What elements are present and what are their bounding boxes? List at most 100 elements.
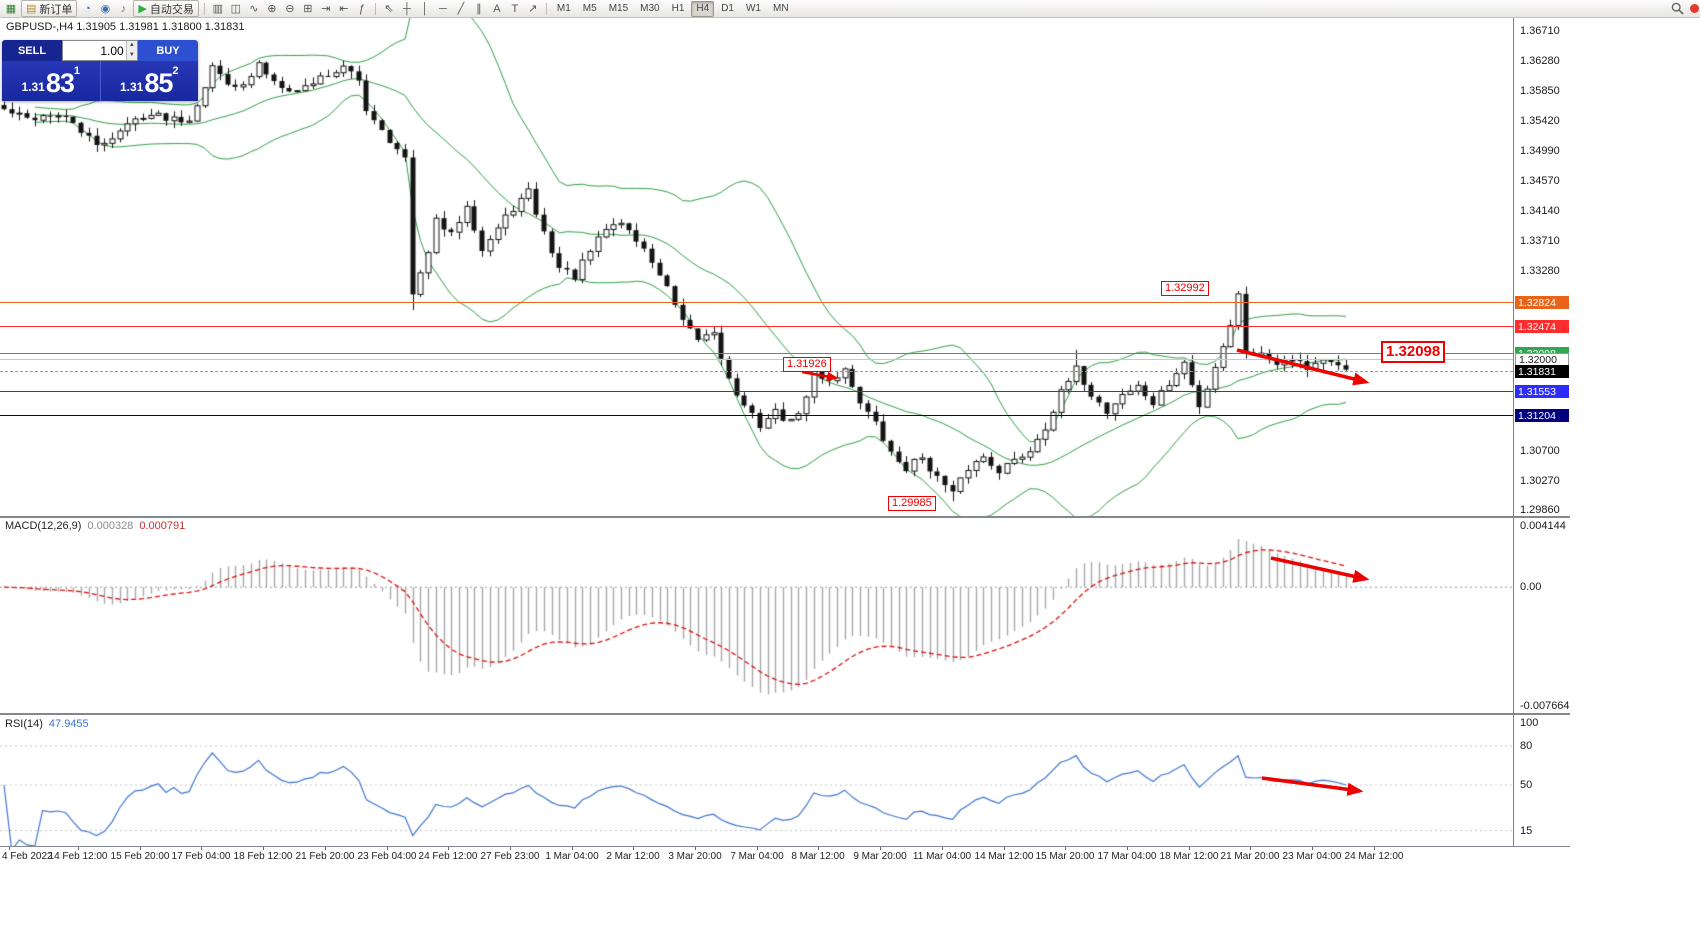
buy-price-display[interactable]: 1.31 85 2 — [101, 61, 199, 101]
main-toolbar: ▦ ▤ 新订单 ◔ ◉ ♪ ▶ 自动交易 ▥ ◫ ∿ ⊕ ⊖ ⊞ ⇥ ⇤ ƒ ⇖ ┼ │ ─ ╱ ∥ A T ↗ M… — [0, 0, 1700, 18]
macd-axis-tick: 0.004144 — [1520, 520, 1566, 532]
time-axis-label: 8 Mar 12:00 — [791, 851, 845, 862]
autotrading-button[interactable]: ▶ 自动交易 — [133, 0, 199, 17]
macd-value-main: 0.000328 — [87, 520, 134, 532]
time-axis-tick — [1004, 847, 1005, 850]
price-tag-1.32474: 1.32474 — [1515, 320, 1569, 333]
horizontal-line-icon[interactable]: ─ — [438, 2, 447, 15]
arrows-icon[interactable]: ↗ — [528, 3, 538, 15]
timeframe-button-mn[interactable]: MN — [772, 2, 789, 14]
price-annotation-1.32992[interactable]: 1.32992 — [1161, 281, 1209, 296]
time-axis-tick — [1065, 847, 1066, 850]
time-axis-tick — [510, 847, 511, 850]
time-axis-label: 27 Feb 23:00 — [480, 851, 540, 862]
community-icon[interactable]: ◉ — [100, 3, 111, 15]
time-axis-tick — [1189, 847, 1190, 850]
time-axis-tick — [1250, 847, 1251, 850]
sell-button[interactable]: SELL — [2, 40, 62, 61]
bar-chart-icon[interactable]: ▥ — [212, 3, 224, 15]
rsi-axis-tick: 100 — [1520, 717, 1539, 729]
volume-down-icon[interactable]: ▼ — [126, 50, 137, 60]
time-axis-tick — [633, 847, 634, 850]
rsi-indicator-canvas[interactable] — [0, 715, 1513, 846]
time-axis-label: 23 Feb 04:00 — [357, 851, 417, 862]
time-axis-label: 9 Mar 20:00 — [853, 851, 907, 862]
timeframe-button-h1[interactable]: H1 — [671, 2, 685, 14]
time-axis-label: 11 Mar 04:00 — [912, 851, 972, 862]
time-axis-tick — [448, 847, 449, 850]
new-order-button[interactable]: ▤ 新订单 — [21, 0, 78, 17]
crosshair-icon[interactable]: ┼ — [402, 2, 411, 15]
time-axis-label: 7 Mar 04:00 — [730, 851, 784, 862]
time-axis-tick — [201, 847, 202, 850]
volume-up-icon[interactable]: ▲ — [126, 41, 137, 51]
time-axis-label: 15 Feb 20:00 — [110, 851, 170, 862]
macd-name: MACD(12,26,9) — [5, 520, 82, 532]
time-axis-tick — [880, 847, 881, 850]
chart-shift-icon[interactable]: ⇤ — [339, 3, 349, 15]
timeframe-button-h4[interactable]: H4 — [691, 0, 715, 17]
toolbar-group-chart: ▥ ◫ ∿ ⊕ ⊖ ⊞ ⇥ ⇤ ƒ — [210, 1, 370, 16]
timeframe-button-m15[interactable]: M15 — [608, 2, 629, 14]
tile-windows-icon[interactable]: ⊞ — [303, 3, 313, 15]
label-icon[interactable]: T — [511, 2, 519, 15]
text-icon[interactable]: A — [493, 2, 501, 15]
volume-input[interactable] — [63, 41, 126, 60]
panel-separator-rsi[interactable] — [0, 713, 1570, 715]
time-axis-label: 18 Feb 12:00 — [233, 851, 293, 862]
timeframe-button-m5[interactable]: M5 — [582, 2, 597, 14]
price-tag-1.31204: 1.31204 — [1515, 409, 1569, 422]
price-tag-1.31553: 1.31553 — [1515, 385, 1569, 398]
price-axis-tick: 1.36710 — [1520, 25, 1560, 37]
price-annotation-1.31926[interactable]: 1.31926 — [783, 357, 831, 372]
sell-price-big: 83 — [45, 68, 75, 98]
timeframe-button-m30[interactable]: M30 — [640, 2, 660, 14]
rsi-axis-tick: 80 — [1520, 740, 1533, 752]
macd-value-signal: 0.000791 — [139, 520, 186, 532]
time-axis-label: 21 Feb 20:00 — [295, 851, 355, 862]
panel-separator-macd[interactable] — [0, 516, 1570, 518]
auto-scroll-icon[interactable]: ⇥ — [321, 3, 331, 15]
timeframe-button-m1[interactable]: M1 — [556, 2, 571, 14]
price-tag-1.31831: 1.31831 — [1515, 365, 1569, 378]
time-axis[interactable]: 4 Feb 2022 14 Feb 12:00 15 Feb 20:00 17 Feb… — [0, 847, 1570, 866]
rsi-label: RSI(14) 47.9455 — [5, 718, 89, 730]
sounds-icon[interactable]: ♪ — [120, 2, 127, 15]
price-axis-tick: 1.34570 — [1520, 175, 1560, 187]
new-chart-icon[interactable]: ▦ — [5, 3, 17, 15]
price-chart-canvas[interactable] — [0, 16, 1513, 517]
one-click-trading-panel: SELL ▲ ▼ BUY 1.31 83 1 1.31 85 2 — [2, 40, 198, 101]
line-chart-icon[interactable]: ∿ — [249, 3, 259, 15]
macd-indicator-canvas[interactable] — [0, 518, 1513, 713]
price-axis-tick: 1.33280 — [1520, 265, 1560, 277]
time-axis-label: 24 Feb 12:00 — [418, 851, 478, 862]
price-axis-tick: 1.34990 — [1520, 145, 1560, 157]
buy-price-big: 85 — [144, 68, 173, 98]
sell-price-display[interactable]: 1.31 83 1 — [2, 61, 100, 101]
symbols-icon[interactable]: ◔ — [84, 2, 91, 15]
zoom-out-icon[interactable]: ⊖ — [285, 3, 295, 15]
price-annotation-1.32098[interactable]: 1.32098 — [1381, 341, 1446, 363]
price-axis-tick: 1.30700 — [1520, 445, 1560, 457]
vertical-line-icon[interactable]: │ — [421, 2, 429, 15]
time-axis-label: 18 Mar 12:00 — [1159, 851, 1219, 862]
zoom-in-icon[interactable]: ⊕ — [267, 3, 277, 15]
time-axis-label: 14 Mar 12:00 — [974, 851, 1034, 862]
timeframe-button-d1[interactable]: D1 — [721, 2, 734, 14]
time-axis-label: 17 Feb 04:00 — [171, 851, 231, 862]
time-axis-tick — [695, 847, 696, 850]
price-tag-1.32824: 1.32824 — [1515, 296, 1569, 309]
cursor-icon[interactable]: ⇖ — [384, 3, 394, 15]
channel-icon[interactable]: ∥ — [476, 3, 482, 15]
toolbar-group-services: ◔ ◉ ♪ — [79, 1, 131, 16]
price-axis[interactable]: 1.328241.324741.320981.320001.315531.312… — [1513, 16, 1570, 847]
buy-button[interactable]: BUY — [138, 40, 198, 61]
price-axis-tick: 1.30270 — [1520, 475, 1560, 487]
timeframe-toolbar: M1 M5 M15 M30 H1 H4 D1 W1 MN — [552, 0, 794, 17]
price-annotation-1.29985[interactable]: 1.29985 — [888, 496, 936, 511]
candlestick-chart-icon[interactable]: ◫ — [230, 3, 242, 15]
timeframe-button-w1[interactable]: W1 — [745, 2, 761, 14]
trendline-icon[interactable]: ╱ — [457, 3, 465, 15]
indicators-icon[interactable]: ƒ — [358, 2, 365, 15]
search-icon[interactable] — [1671, 2, 1684, 15]
